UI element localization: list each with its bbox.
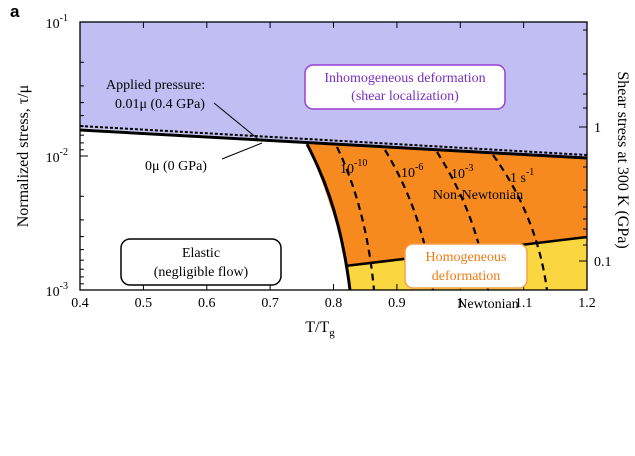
x-tick-label: 0.8 <box>325 296 343 311</box>
strain-rate-label: 10-6 <box>401 162 423 181</box>
applied-pressure-value: 0.01μ (0.4 GPa) <box>115 97 205 112</box>
inhomogeneous-sublabel: (shear localization) <box>351 89 459 104</box>
inhomogeneous-label-box <box>304 64 506 110</box>
newtonian-label: Newtonian <box>457 297 518 312</box>
strain-rate-contour-1 <box>336 146 376 290</box>
elastic-label: Elastic <box>182 246 220 261</box>
y-tick-marks <box>80 21 88 291</box>
panel-label: a <box>10 2 20 21</box>
elastic-sublabel: (negligible flow) <box>154 265 249 280</box>
x-tick-label: 0.4 <box>71 296 89 311</box>
non-newtonian-label: Non-Newtonian <box>433 188 523 203</box>
strain-rate-label: 10-3 <box>451 163 473 182</box>
y-tick-label: 10-1 <box>46 13 68 32</box>
y-tick-label: 10-3 <box>46 281 68 300</box>
y-axis-title: Normalized stress, τ/μ <box>15 85 32 228</box>
non-newtonian-region-fill <box>307 144 587 266</box>
zero-pressure-label: 0μ (0 GPa) <box>145 159 207 174</box>
strain-rate-contour-4 <box>492 154 549 290</box>
y2-tick-label: 1 <box>594 121 601 136</box>
y-tick-label: 10-2 <box>46 147 68 166</box>
viscous-flow-boundary <box>305 143 352 290</box>
x-tick-labels: 0.4 0.5 0.6 0.7 0.8 0.9 1 1.1 1.2 <box>71 296 596 311</box>
strain-rate-label: 10-10 <box>340 158 367 177</box>
x-tick-label: 0.5 <box>135 296 153 311</box>
inhomogeneous-label: Inhomogeneous deformation <box>324 71 485 86</box>
elastic-label-box <box>120 238 282 286</box>
homogeneous-label-box <box>404 243 528 289</box>
x-tick-label: 0.7 <box>261 296 279 311</box>
x-tick-label: 1.1 <box>515 296 533 311</box>
strain-rate-contour-2 <box>384 149 435 290</box>
strain-rate-contour-3 <box>436 151 490 290</box>
x-tick-label: 1 <box>457 296 464 311</box>
y2-tick-label: 0.1 <box>594 255 612 270</box>
y2-tick-marks <box>579 29 587 262</box>
homogeneous-label: Homogeneous <box>426 250 507 265</box>
homogeneous-sublabel: deformation <box>432 269 500 284</box>
zero-pressure-pointer <box>221 142 263 160</box>
zero-pressure-boundary <box>80 128 587 160</box>
y2-axis-title: Shear stress at 300 K (GPa) <box>614 71 631 248</box>
x-tick-label: 1.2 <box>578 296 596 311</box>
applied-pressure-label: Applied pressure: <box>106 78 205 93</box>
strain-rate-label: 1 s-1 <box>510 167 534 186</box>
x-tick-label: 0.6 <box>198 296 216 311</box>
x-axis-title: T/Tg <box>305 319 335 339</box>
applied-pressure-pointer <box>213 102 259 140</box>
y-tick-labels: 10-1 10-2 10-3 <box>46 13 68 300</box>
x-tick-label: 0.9 <box>388 296 406 311</box>
